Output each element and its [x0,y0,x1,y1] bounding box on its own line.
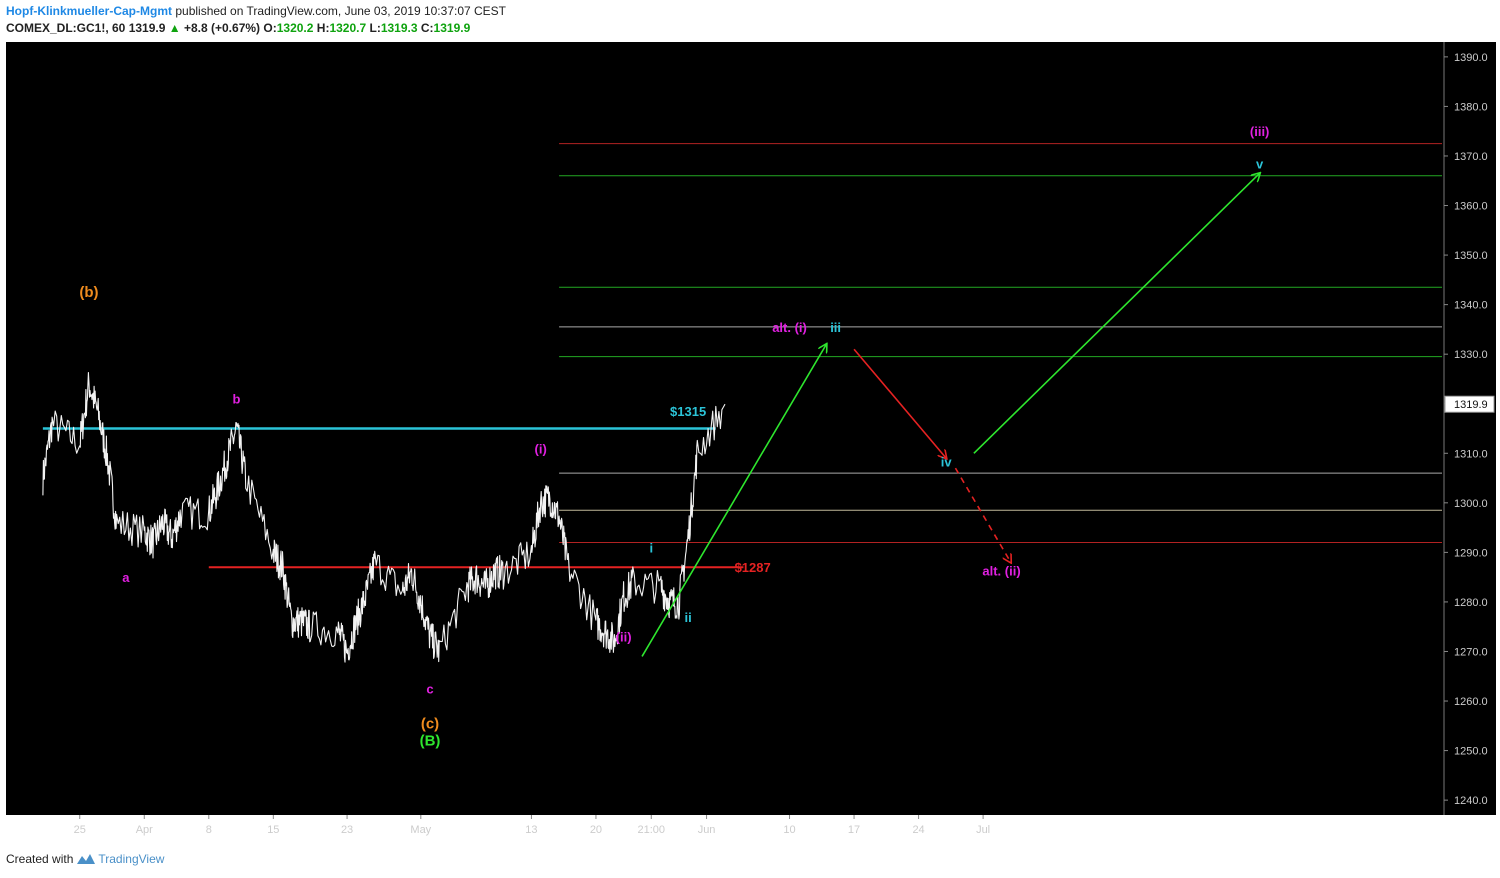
symbol-label[interactable]: COMEX_DL:GC1!, 60 [6,21,126,35]
author-link[interactable]: Hopf-Klinkmueller-Cap-Mgmt [6,4,172,18]
y-tick-label: 1360.0 [1454,201,1488,213]
price-change: +8.8 (+0.67%) [183,21,261,35]
y-tick-label: 1240.0 [1454,795,1488,807]
low-value: 1319.3 [380,21,418,35]
x-tick-label: 13 [525,824,537,836]
wave-label: ii [685,610,692,625]
wave-label: i [649,540,653,555]
x-tick-label: 20 [590,824,602,836]
projection-arrow-2 [853,348,946,458]
close-value: 1319.9 [433,21,471,35]
y-tick-label: 1250.0 [1454,746,1488,758]
wave-label: iii [830,320,841,335]
y-tick-label: 1330.0 [1454,349,1488,361]
projection-arrow-3 [954,467,1010,562]
wave-label: (ii) [616,630,632,645]
tradingview-logo-icon [77,854,96,864]
open-value: 1320.2 [276,21,314,35]
wave-label: alt. (ii) [982,564,1020,579]
y-tick-label: 1300.0 [1454,498,1488,510]
x-tick-label: 23 [341,824,353,836]
up-arrow-icon: ▲ [168,21,181,35]
chart-header-line2: COMEX_DL:GC1!, 60 1319.9 ▲ +8.8 (+0.67%)… [6,21,470,35]
wave-label: c [426,682,433,697]
publish-info: published on TradingView.com, June 03, 2… [175,4,507,18]
last-price: 1319.9 [128,21,166,35]
x-tick-label: 8 [206,824,212,836]
x-tick-label: 24 [912,824,924,836]
x-tick-label: 21:00 [637,824,665,836]
y-tick-label: 1290.0 [1454,547,1488,559]
price-series-line [42,371,726,663]
x-tick-label: May [410,824,431,836]
x-tick-label: Jul [976,824,990,836]
high-value: 1320.7 [329,21,367,35]
wave-label: (c) [421,715,439,732]
low-label: L: [369,21,381,35]
x-tick-label: Jun [698,824,716,836]
y-tick-label: 1260.0 [1454,696,1488,708]
wave-label: (B) [420,733,441,750]
wave-label: v [1256,156,1264,171]
last-price-tag-label: 1319.9 [1454,399,1488,411]
chart-header-line1: Hopf-Klinkmueller-Cap-Mgmt published on … [6,4,506,18]
y-tick-label: 1370.0 [1454,151,1488,163]
y-tick-label: 1350.0 [1454,250,1488,262]
y-tick-label: 1380.0 [1454,101,1488,113]
y-tick-label: 1310.0 [1454,448,1488,460]
y-tick-label: 1280.0 [1454,597,1488,609]
high-label: H: [316,21,330,35]
y-tick-label: 1270.0 [1454,646,1488,658]
wave-label: (b) [79,284,98,301]
wave-label: $1315 [670,404,706,419]
footer: Created with TradingView [6,852,164,866]
x-tick-label: 15 [267,824,279,836]
y-tick-label: 1340.0 [1454,300,1488,312]
close-label: C: [420,21,434,35]
y-tick-label: 1390.0 [1454,52,1488,64]
x-tick-label: 10 [783,824,795,836]
x-tick-label: Apr [136,824,153,836]
last-price-tag [1444,395,1495,413]
projection-arrow-1 [641,344,826,657]
wave-label: iv [941,455,953,470]
wave-label: a [122,570,130,585]
created-with-label: Created with [6,852,74,866]
x-tick-label: 25 [74,824,86,836]
open-label: O: [263,21,277,35]
wave-label: b [232,392,240,407]
x-tick-label: 17 [848,824,860,836]
tradingview-link[interactable]: TradingView [98,852,165,866]
wave-label: (iii) [1250,124,1270,139]
wave-label: alt. (i) [772,320,807,335]
wave-label: (i) [535,441,547,456]
projection-arrow-4 [973,173,1260,454]
wave-label: $1287 [735,560,771,575]
